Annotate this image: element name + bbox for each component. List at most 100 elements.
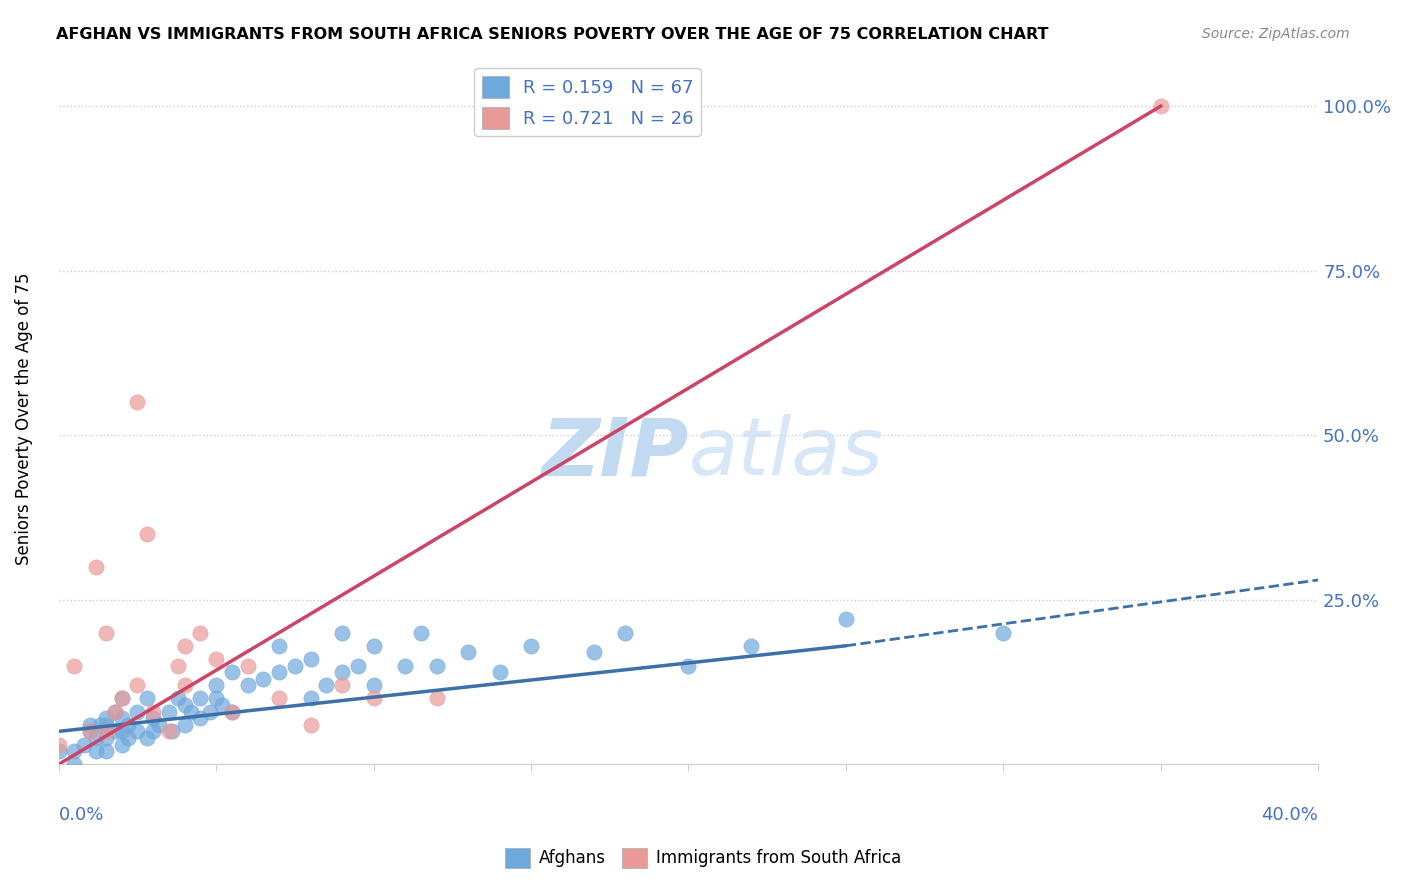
Text: 0.0%: 0.0% [59,805,104,823]
Point [835,612,858,626]
Point [173,639,195,653]
Point [127,705,149,719]
Point [252,672,274,686]
Point [111,711,134,725]
Point [520,639,543,653]
Point [299,718,322,732]
Point [127,395,149,409]
Point [173,718,195,732]
Point [73,738,96,752]
Point [157,724,180,739]
Point [205,691,228,706]
Text: AFGHAN VS IMMIGRANTS FROM SOUTH AFRICA SENIORS POVERTY OVER THE AGE OF 75 CORREL: AFGHAN VS IMMIGRANTS FROM SOUTH AFRICA S… [56,27,1049,42]
Point [269,639,291,653]
Point [457,645,479,659]
Legend: R = 0.159   N = 67, R = 0.721   N = 26: R = 0.159 N = 67, R = 0.721 N = 26 [474,69,702,136]
Point [135,691,157,706]
Text: 40.0%: 40.0% [1261,805,1319,823]
Point [111,691,134,706]
Point [117,718,139,732]
Point [180,705,202,719]
Point [142,705,165,719]
Point [104,705,127,719]
Point [111,724,134,739]
Point [86,744,108,758]
Point [205,652,228,666]
Point [330,678,353,692]
Point [173,678,195,692]
Point [63,658,86,673]
Text: atlas: atlas [689,414,883,492]
Text: Source: ZipAtlas.com: Source: ZipAtlas.com [1202,27,1350,41]
Point [94,724,117,739]
Point [79,724,101,739]
Point [346,658,368,673]
Point [740,639,762,653]
Text: ZIP: ZIP [541,414,689,492]
Point [63,744,86,758]
Point [104,705,127,719]
Point [94,718,117,732]
Point [94,731,117,745]
Point [236,678,259,692]
Point [127,724,149,739]
Point [299,691,322,706]
Point [157,705,180,719]
Point [205,678,228,692]
Point [111,738,134,752]
Point [363,691,385,706]
Point [678,658,700,673]
Point [488,665,510,680]
Point [315,678,337,692]
Point [63,757,86,772]
Point [142,724,165,739]
Point [48,738,70,752]
Point [79,718,101,732]
Point [425,691,447,706]
Point [299,652,322,666]
Point [614,625,637,640]
Point [86,559,108,574]
Point [127,678,149,692]
Point [94,744,117,758]
Point [167,658,190,673]
Point [142,711,165,725]
Point [221,705,243,719]
Point [173,698,195,712]
Point [135,731,157,745]
Point [221,705,243,719]
Point [211,698,233,712]
Point [135,527,157,541]
Point [363,639,385,653]
Point [394,658,416,673]
Point [94,625,117,640]
Point [198,705,221,719]
Y-axis label: Seniors Poverty Over the Age of 75: Seniors Poverty Over the Age of 75 [15,272,32,565]
Point [104,724,127,739]
Point [409,625,432,640]
Point [48,744,70,758]
Point [284,658,307,673]
Point [160,724,183,739]
Point [425,658,447,673]
Point [1150,99,1173,113]
Point [94,711,117,725]
Point [330,625,353,640]
Legend: Afghans, Immigrants from South Africa: Afghans, Immigrants from South Africa [499,841,907,875]
Point [89,718,111,732]
Point [221,665,243,680]
Point [269,665,291,680]
Point [86,731,108,745]
Point [190,625,212,640]
Point [330,665,353,680]
Point [582,645,605,659]
Point [167,691,190,706]
Point [236,658,259,673]
Point [111,691,134,706]
Point [190,691,212,706]
Point [117,731,139,745]
Point [269,691,291,706]
Point [993,625,1015,640]
Point [79,724,101,739]
Point [148,718,170,732]
